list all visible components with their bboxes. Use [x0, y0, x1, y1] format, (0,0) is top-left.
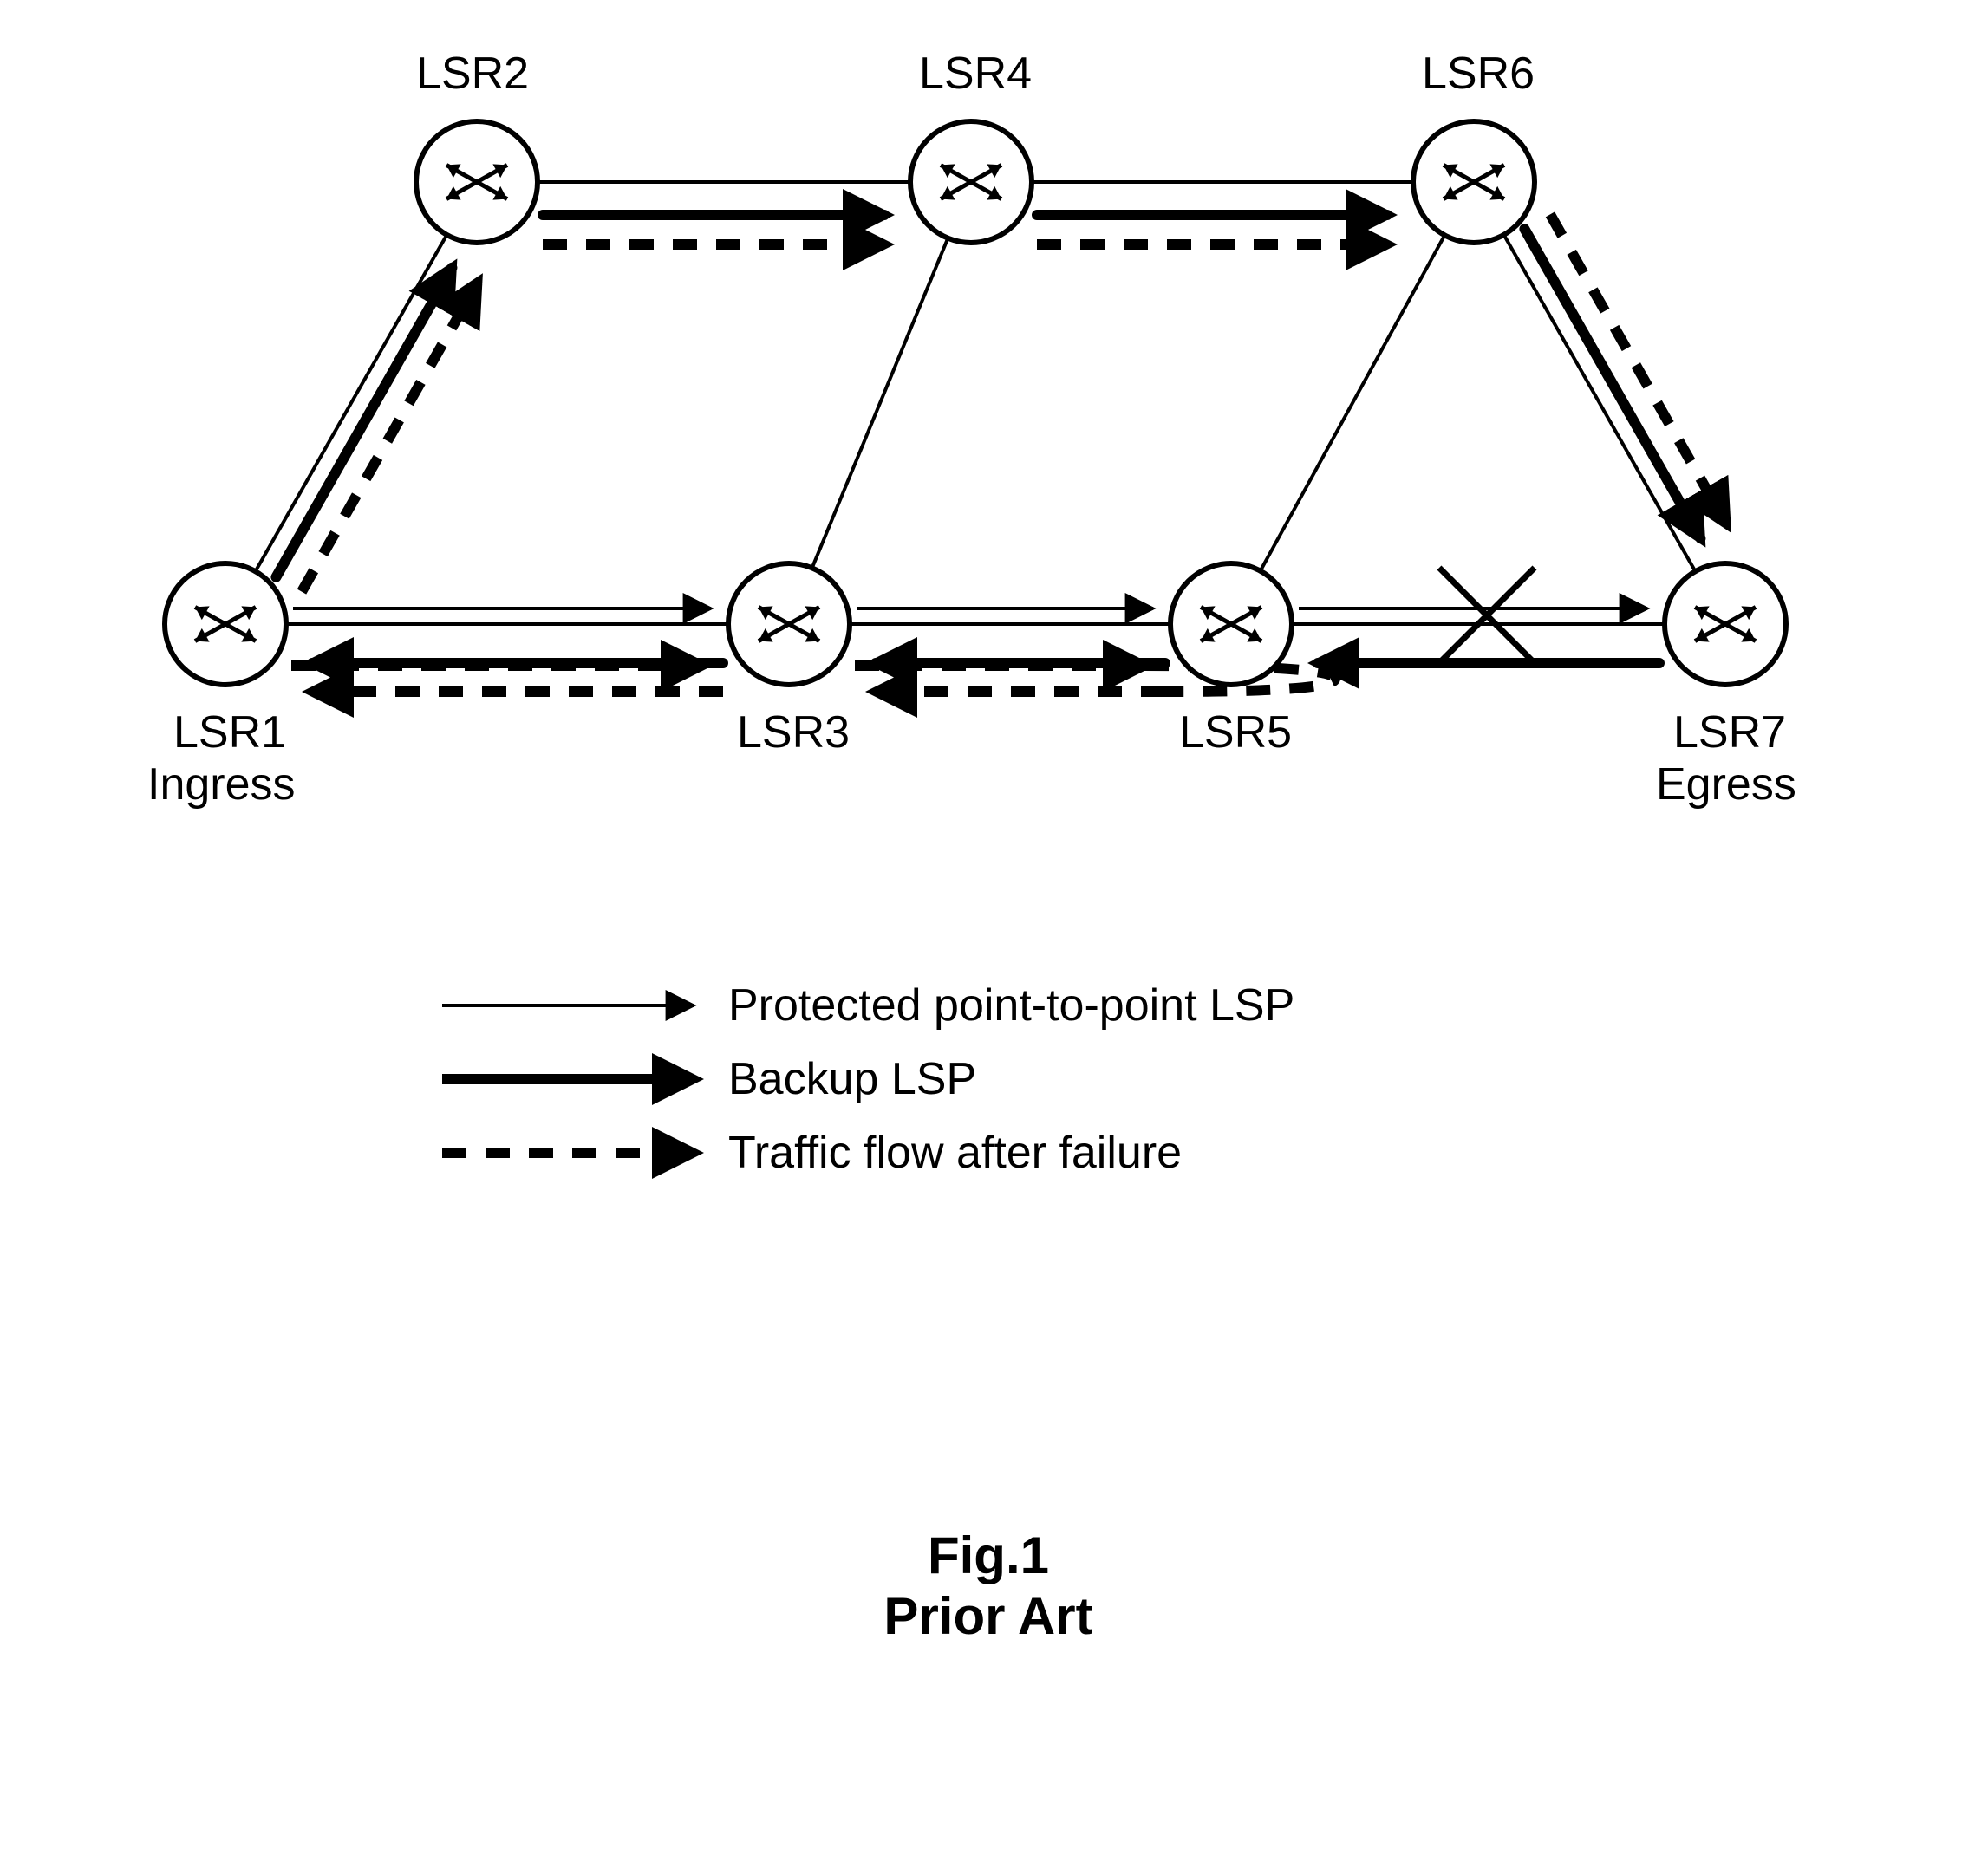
router-node-lsr1 [165, 563, 286, 685]
node-sublabel-egress: Egress [1656, 758, 1796, 810]
node-label-lsr2: LSR2 [416, 48, 529, 100]
node-sublabel-ingress: Ingress [147, 758, 296, 810]
router-node-lsr6 [1413, 121, 1535, 243]
node-label-lsr3: LSR3 [737, 706, 850, 758]
node-label-lsr6: LSR6 [1422, 48, 1535, 100]
router-node-lsr2 [416, 121, 538, 243]
figure-caption-line2: Prior Art [35, 1586, 1942, 1646]
node-label-lsr4: LSR4 [919, 48, 1032, 100]
node-label-lsr5: LSR5 [1179, 706, 1292, 758]
router-node-lsr7 [1665, 563, 1786, 685]
router-node-lsr5 [1170, 563, 1292, 685]
legend-label-dashed: Traffic flow after failure [728, 1127, 1182, 1179]
legend-label-protected: Protected point-to-point LSP [728, 979, 1294, 1031]
node-label-lsr1: LSR1 [173, 706, 286, 758]
diagram-canvas: LSR1 Ingress LSR2 LSR3 LSR4 LSR5 LSR6 LS… [35, 35, 1942, 1768]
node-label-lsr7: LSR7 [1673, 706, 1786, 758]
router-node-lsr4 [910, 121, 1032, 243]
network-svg [35, 35, 1942, 1768]
figure-caption-line1: Fig.1 [35, 1526, 1942, 1585]
legend-label-backup: Backup LSP [728, 1053, 976, 1105]
router-node-lsr3 [728, 563, 850, 685]
